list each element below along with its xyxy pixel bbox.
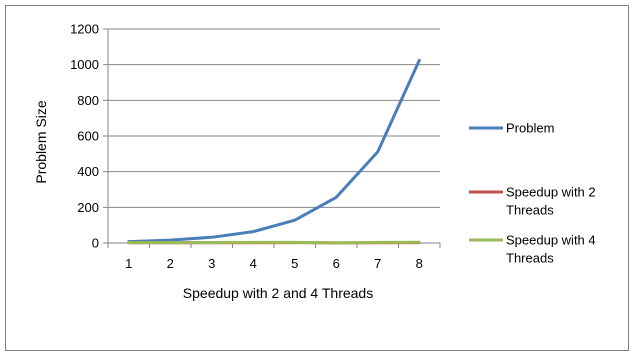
data-point [294,219,296,221]
series-line-3 [127,240,421,245]
x-tick-label: 7 [374,256,381,271]
legend-label: Problem [506,121,554,136]
chart-frame: 0 200 400 600 800 1000 1200 1 2 3 4 5 6 7 8 Problem Si… [5,5,629,351]
data-point [377,151,379,153]
x-tick-label: 1 [125,256,132,271]
x-tick-label: 2 [167,256,174,271]
y-tick-label: 400 [77,164,99,179]
line-chart: 0 200 400 600 800 1000 1200 1 2 3 4 5 6 7 8 Problem Si… [33,22,596,302]
legend-label: Speedup with 4 [506,233,596,248]
data-point [211,241,213,243]
data-point [418,59,420,61]
tick-labels: 0 200 400 600 800 1000 1200 1 2 3 4 5 6 7 8 [70,22,423,272]
y-tick-label: 1000 [70,57,99,72]
y-tick-label: 800 [77,93,99,108]
x-tick-label: 3 [208,256,215,271]
y-axis-title: Problem Size [33,100,49,183]
x-axis-title: Speedup with 2 and 4 Threads [183,285,373,301]
x-tick-label: 8 [416,256,423,271]
data-point [377,241,379,243]
axes [103,28,441,248]
x-tick-label: 4 [250,256,257,271]
legend-label: Speedup with 2 [506,185,596,200]
y-tick-label: 200 [77,200,99,215]
data-point [169,239,171,241]
data-point [294,241,296,243]
gridlines [108,28,440,208]
y-tick-label: 0 [92,236,99,251]
x-tick-label: 5 [291,256,298,271]
y-tick-label: 1200 [70,22,99,37]
data-point [128,242,130,244]
y-tick-label: 600 [77,129,99,144]
legend-label: Threads [506,203,554,218]
data-point [211,236,213,238]
series-line-1 [127,58,421,244]
legend-label: Threads [506,251,554,266]
legend: Problem Speedup with 2 Threads Speedup with… [469,121,596,266]
data-point [252,231,254,233]
data-point [335,242,337,244]
data-point [252,241,254,243]
data-point [335,196,337,198]
x-tick-label: 6 [333,256,340,271]
data-point [169,242,171,244]
series-lines [127,58,421,245]
data-point [418,241,420,243]
